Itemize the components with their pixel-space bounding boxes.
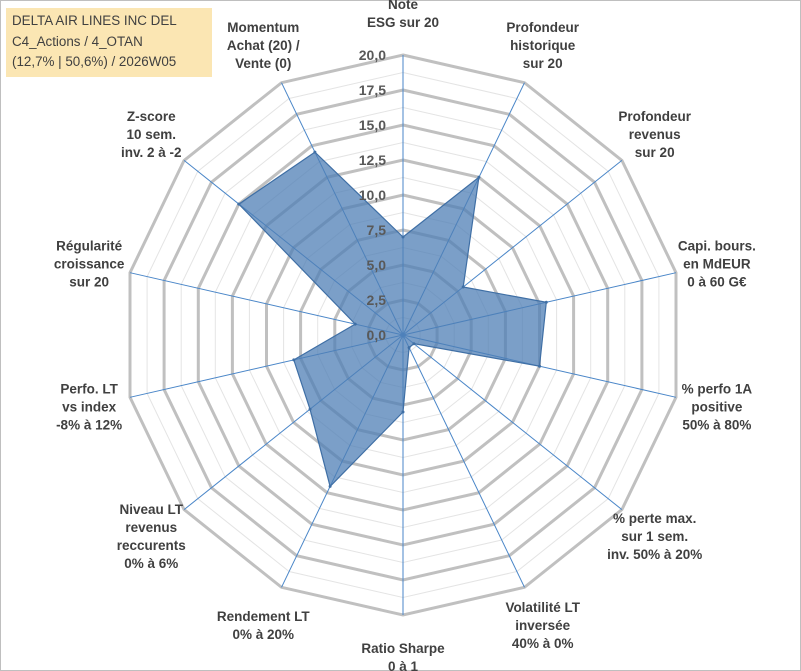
- data-point: [237, 202, 241, 206]
- data-point: [401, 235, 405, 239]
- axis-label: Profondeur historique sur 20: [506, 20, 579, 71]
- axis-label: % perte max. sur 1 sem. inv. 50% à 20%: [607, 511, 702, 562]
- axis-spoke: [402, 334, 525, 588]
- axis-spoke: [402, 334, 623, 510]
- tick-label: 7,5: [367, 222, 387, 238]
- axis-label: Note ESG sur 20: [367, 0, 439, 30]
- tick-labels: 0,0 2,5 5,0 7,5 10,0 12,5 15,0 17,5 20,0: [359, 47, 386, 343]
- data-point: [538, 364, 541, 368]
- tick-label: 15,0: [359, 117, 386, 133]
- data-point: [313, 150, 317, 154]
- axis-label: Régularité croissance sur 20: [54, 238, 125, 289]
- data-point: [477, 175, 481, 179]
- axis-label: Volatilité LT inversée 40% à 0%: [505, 600, 580, 651]
- axis-label: Ratio Sharpe 0 à 1: [361, 641, 445, 671]
- info-category: C4_Actions / 4_OTAN: [12, 33, 143, 49]
- axis-label: Rendement LT 0% à 20%: [217, 609, 311, 642]
- data-point: [353, 322, 357, 326]
- data-point: [412, 342, 416, 346]
- data-point: [407, 346, 411, 350]
- data-point: [544, 300, 548, 304]
- axis-label: Perfo. LT vs index -8% à 12%: [56, 382, 122, 433]
- info-box: DELTA AIR LINES INC DEL C4_Actions / 4_O…: [6, 8, 212, 77]
- axis-label: Momentum Achat (20) / Vente (0): [227, 20, 300, 71]
- axis-label: Z-score 10 sem. inv. 2 à -2: [121, 109, 182, 160]
- tick-label: 10,0: [359, 187, 386, 203]
- axis-labels: Note ESG sur 20 Profondeur historique sur 20…: [54, 0, 756, 671]
- axis-label: Capi. bours. en MdEUR 0 à 60 G€: [678, 238, 756, 289]
- tick-label: 17,5: [359, 82, 386, 98]
- data-point: [401, 410, 405, 414]
- tick-label: 0,0: [367, 327, 387, 343]
- data-point: [461, 285, 465, 289]
- info-title: DELTA AIR LINES INC DEL: [12, 13, 177, 28]
- info-stats: (12,7% | 50,6%) / 2026W05: [12, 54, 177, 69]
- tick-label: 5,0: [367, 257, 387, 273]
- data-point: [328, 484, 332, 488]
- axis-label: % perfo 1A positive 50% à 80%: [682, 382, 753, 433]
- series: [237, 150, 548, 488]
- tick-label: 20,0: [359, 47, 386, 63]
- tick-label: 12,5: [359, 152, 386, 168]
- axis-label: Profondeur revenus sur 20: [618, 109, 691, 160]
- tick-label: 2,5: [367, 292, 387, 308]
- data-point: [292, 358, 296, 362]
- data-point: [308, 407, 312, 411]
- axis-label: Niveau LT revenus reccurents 0% à 6%: [117, 502, 186, 571]
